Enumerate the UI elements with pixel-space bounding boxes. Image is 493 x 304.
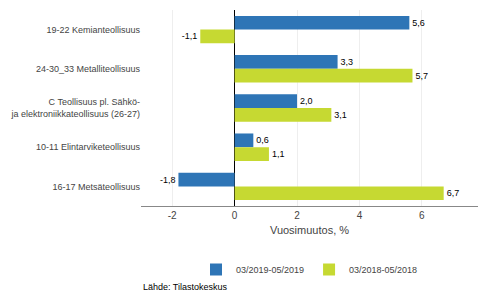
svg-text:-1,8: -1,8 <box>160 175 176 185</box>
svg-text:10-11 Elintarviketeollisuus: 10-11 Elintarviketeollisuus <box>36 142 140 152</box>
svg-text:5,6: 5,6 <box>412 18 425 28</box>
svg-text:-1,1: -1,1 <box>182 31 198 41</box>
svg-text:1,1: 1,1 <box>272 149 285 159</box>
svg-text:16-17 Metsäteollisuus: 16-17 Metsäteollisuus <box>52 182 140 192</box>
svg-text:4: 4 <box>357 210 363 221</box>
svg-text:3,3: 3,3 <box>341 57 354 67</box>
svg-text:6,7: 6,7 <box>447 188 460 198</box>
svg-text:C Teollisuus pl. Sähkö-ja elek: C Teollisuus pl. Sähkö-ja elektroniikkat… <box>10 97 140 119</box>
svg-text:5,7: 5,7 <box>415 71 428 81</box>
svg-text:0,6: 0,6 <box>256 135 269 145</box>
svg-text:2,0: 2,0 <box>300 96 313 106</box>
svg-text:24-30_33 Metalliteollisuus: 24-30_33 Metalliteollisuus <box>36 64 141 74</box>
svg-text:Vuosimuutos, %: Vuosimuutos, % <box>270 224 349 236</box>
svg-text:3,1: 3,1 <box>334 110 347 120</box>
svg-text:19-22 Kemianteollisuus: 19-22 Kemianteollisuus <box>46 25 140 35</box>
svg-text:0: 0 <box>232 210 238 221</box>
svg-text:Lähde: Tilastokeskus: Lähde: Tilastokeskus <box>143 282 228 292</box>
svg-text:6: 6 <box>419 210 425 221</box>
svg-text:03/2018-05/2018: 03/2018-05/2018 <box>349 265 417 275</box>
svg-text:03/2019-05/2019: 03/2019-05/2019 <box>236 265 304 275</box>
svg-text:-2: -2 <box>168 210 177 221</box>
svg-text:2: 2 <box>294 210 300 221</box>
